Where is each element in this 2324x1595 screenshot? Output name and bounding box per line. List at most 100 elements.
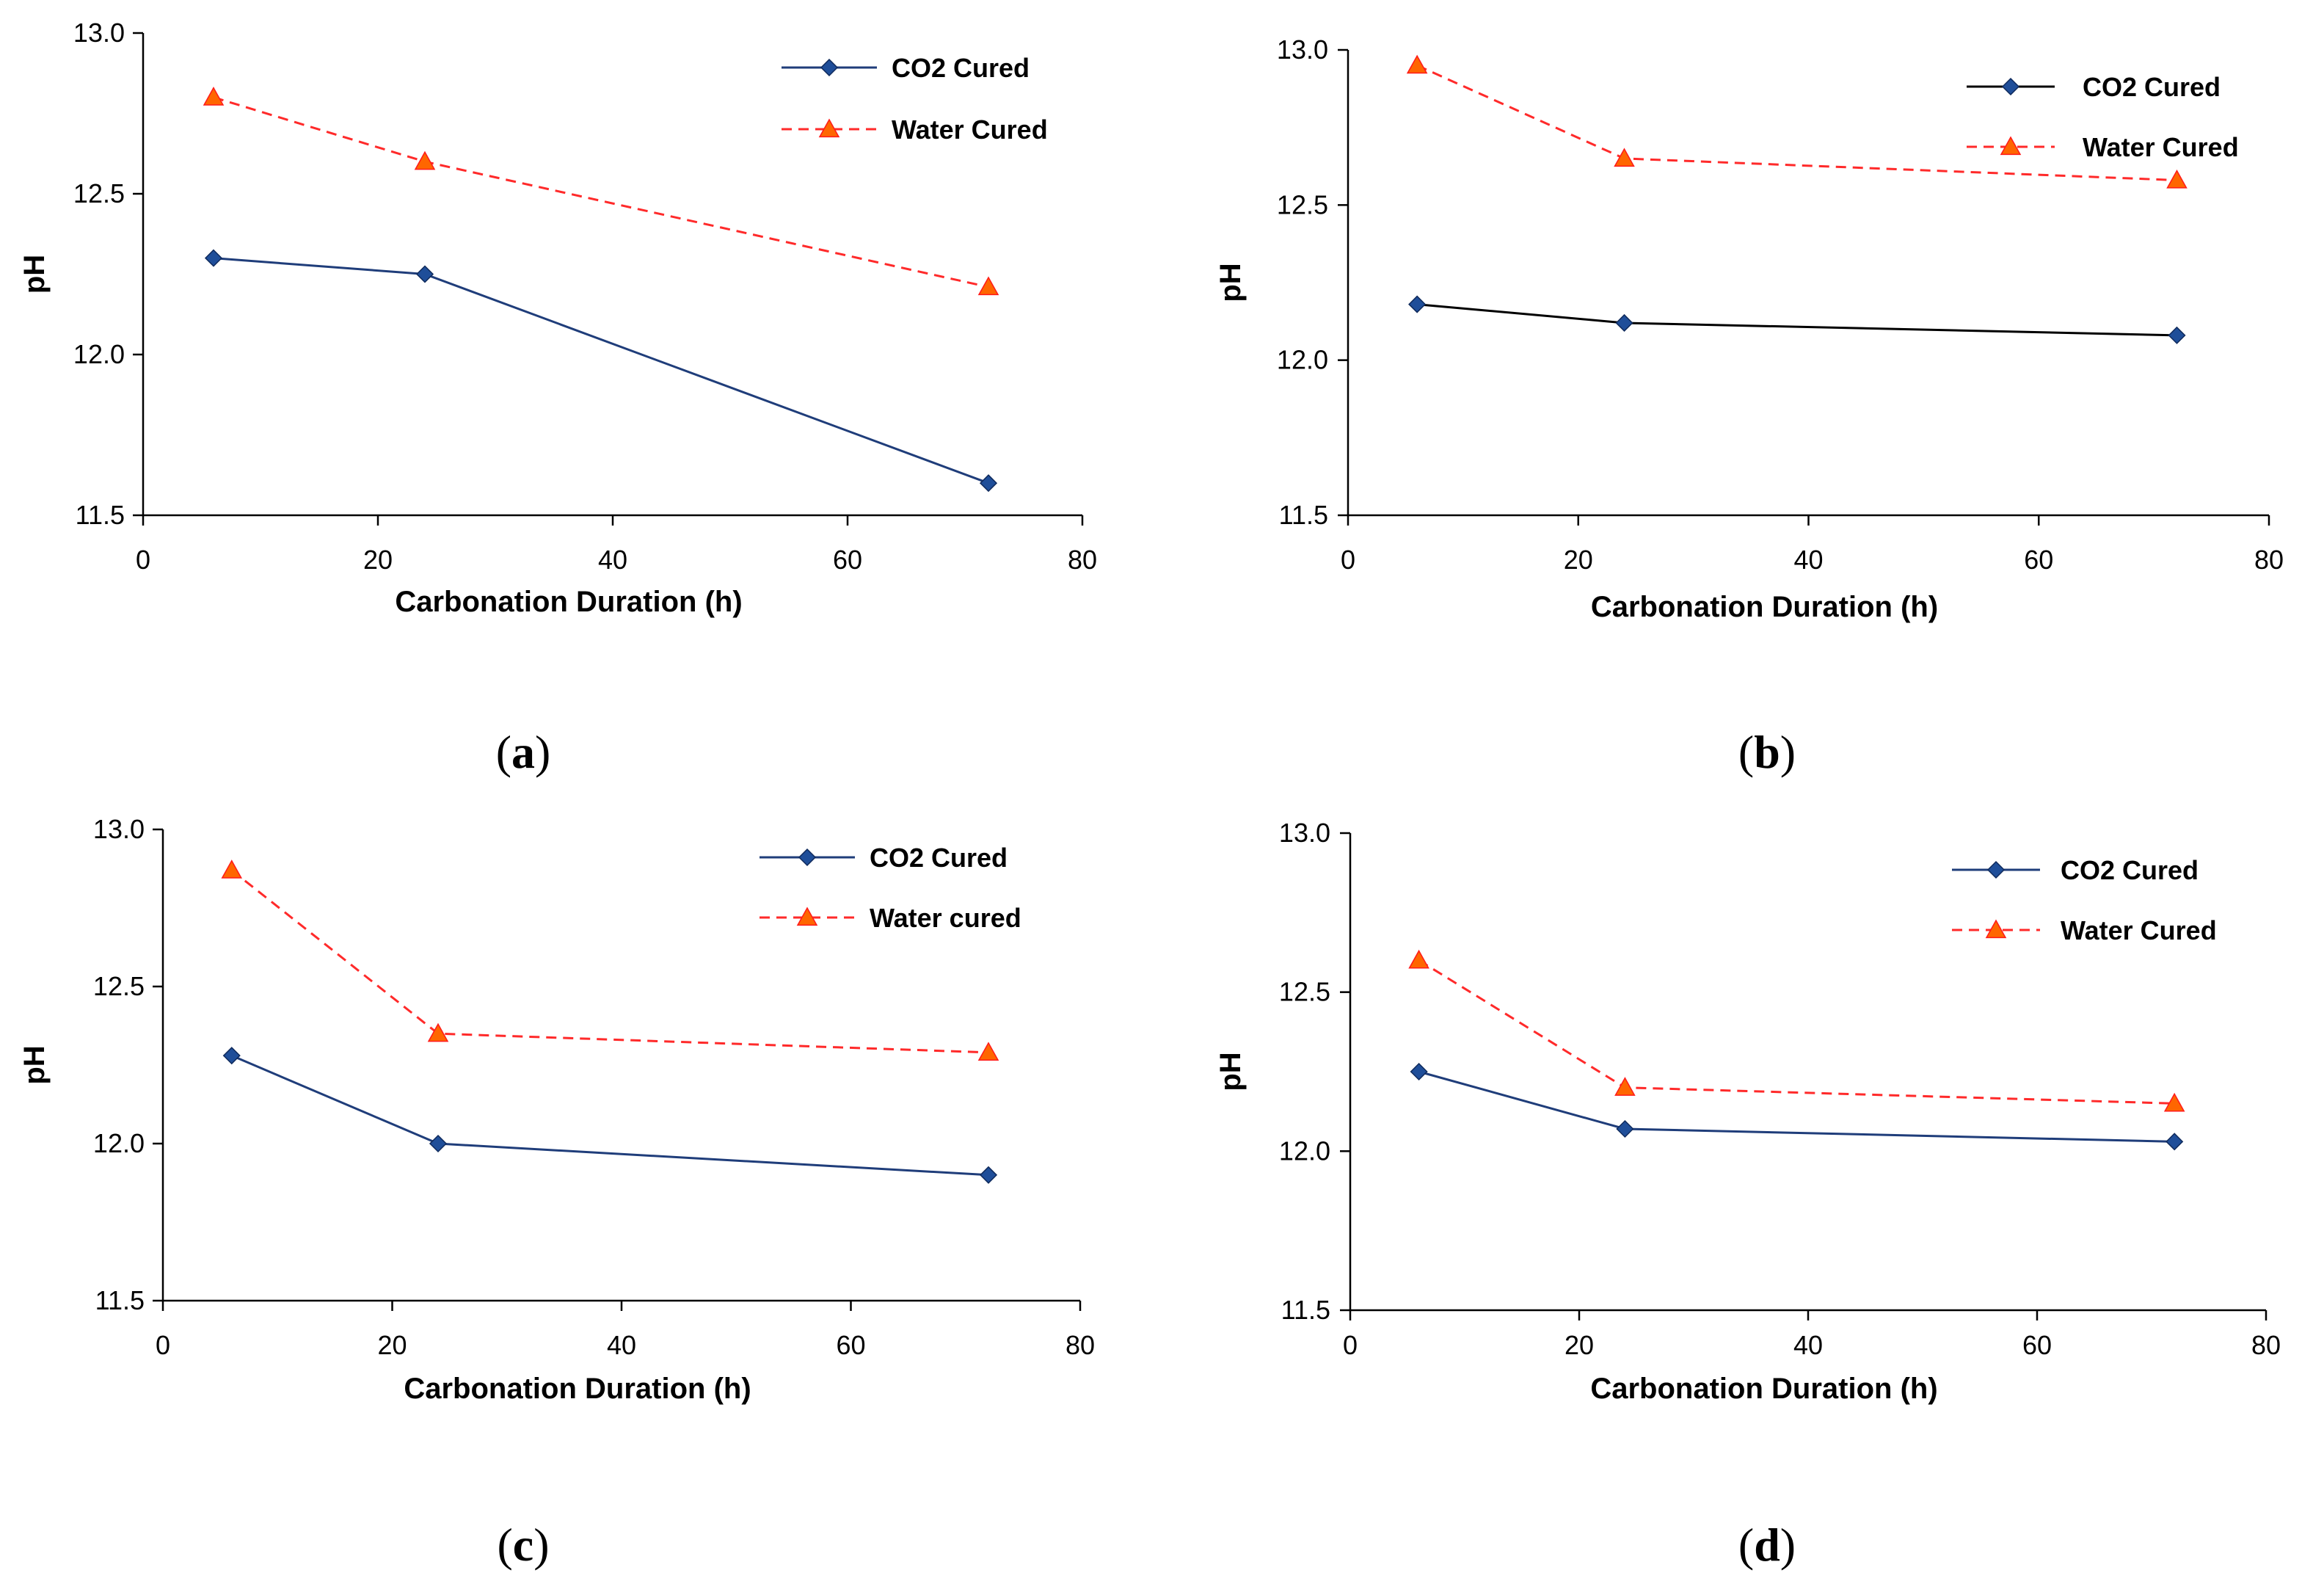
data-point — [2166, 169, 2188, 189]
caption-a-letter: a — [511, 726, 535, 778]
data-point — [222, 1047, 241, 1065]
y-axis-title: pH — [18, 255, 51, 294]
data-point — [2163, 1092, 2185, 1112]
x-tick-label: 0 — [136, 545, 150, 575]
legend-entry: CO2 Cured — [760, 843, 1008, 873]
data-point — [1408, 949, 1429, 969]
legend-marker — [2000, 136, 2022, 156]
data-point — [979, 1166, 998, 1184]
series-line — [1416, 64, 2177, 182]
caption-c-letter: c — [512, 1519, 534, 1571]
legend-entry: Water Cured — [1952, 915, 2217, 945]
data-point — [1615, 313, 1633, 333]
x-axis-title: Carbonation Duration (h) — [1590, 1373, 1937, 1405]
legend-label: Water Cured — [892, 115, 1048, 145]
legend-marker — [2001, 77, 2020, 96]
legend-entry: Water Cured — [782, 115, 1048, 145]
series-co2-cured — [1410, 1062, 2184, 1151]
x-tick-label: 60 — [2022, 1330, 2052, 1360]
legend-entry: CO2 Cured — [782, 53, 1030, 83]
data-point — [1408, 295, 1427, 313]
x-tick-label: 60 — [836, 1330, 865, 1360]
y-tick-label: 11.5 — [1279, 500, 1328, 530]
y-tick-label: 13.0 — [1279, 818, 1330, 848]
legend-label: CO2 Cured — [2061, 855, 2199, 885]
caption-b-prefix: ( — [1738, 726, 1755, 778]
y-tick-label: 12.5 — [93, 971, 145, 1001]
caption-b: (b) — [1694, 725, 1840, 780]
y-tick-label: 12.5 — [73, 178, 125, 208]
y-tick-label: 12.5 — [1277, 189, 1328, 219]
legend-entry: CO2 Cured — [1967, 72, 2221, 102]
y-tick-label: 11.5 — [1281, 1295, 1330, 1325]
data-point — [2165, 1133, 2184, 1151]
legend-entry: CO2 Cured — [1952, 855, 2199, 885]
data-point — [2168, 326, 2186, 344]
x-tick-label: 20 — [377, 1330, 407, 1360]
chart-panel-d: 0 20 40 60 80 11.5 12.0 12.5 13.0 Carbonation Dur… — [1214, 818, 2281, 1405]
caption-d-suffix: ) — [1780, 1519, 1796, 1571]
series-water-cured — [221, 860, 999, 1061]
series-line — [231, 1054, 989, 1177]
x-tick-label: 60 — [833, 545, 862, 575]
data-point — [429, 1134, 448, 1153]
legend-marker — [798, 848, 817, 867]
legend-marker — [1985, 919, 2007, 939]
data-point — [1410, 1062, 1428, 1081]
data-point — [1614, 1077, 1636, 1096]
x-tick-label: 0 — [1343, 1330, 1358, 1360]
data-point — [977, 1042, 999, 1061]
series-co2-cured — [222, 1047, 998, 1184]
y-tick-label: 13.0 — [73, 18, 125, 48]
data-point — [427, 1022, 449, 1042]
x-tick-label: 80 — [2254, 545, 2284, 575]
x-tick-label: 40 — [1793, 1330, 1823, 1360]
x-tick-label: 20 — [1564, 1330, 1594, 1360]
x-axis-title: Carbonation Duration (h) — [1591, 591, 1938, 623]
legend-label: CO2 Cured — [870, 843, 1008, 873]
series-line — [1416, 303, 2177, 337]
legend-label: Water Cured — [2083, 132, 2239, 162]
series-line — [230, 869, 989, 1054]
chart-panel-c: 0 20 40 60 80 11.5 12.0 12.5 13.0 Carbonation Dur… — [18, 814, 1095, 1405]
caption-b-suffix: ) — [1780, 726, 1796, 778]
x-tick-label: 80 — [2251, 1330, 2281, 1360]
legend-marker — [818, 118, 840, 138]
data-point — [1614, 148, 1635, 167]
y-tick-label: 11.5 — [76, 500, 125, 530]
x-tick-label: 60 — [2024, 545, 2053, 575]
data-point — [1406, 54, 1428, 74]
caption-c-prefix: ( — [497, 1519, 513, 1571]
x-tick-label: 80 — [1066, 1330, 1095, 1360]
data-point — [203, 87, 225, 106]
series-co2-cured — [204, 249, 998, 493]
caption-d-letter: d — [1754, 1519, 1780, 1571]
y-tick-label: 13.0 — [93, 814, 145, 844]
y-tick-label: 11.5 — [95, 1285, 145, 1315]
legend-marker — [796, 907, 818, 926]
series-water-cured — [203, 87, 999, 296]
y-tick-label: 12.0 — [93, 1128, 145, 1158]
x-tick-label: 20 — [1564, 545, 1593, 575]
data-point — [204, 249, 223, 267]
data-point — [977, 276, 999, 296]
caption-a-suffix: ) — [535, 726, 551, 778]
y-tick-label: 12.0 — [73, 339, 125, 369]
legend-label: CO2 Cured — [892, 53, 1030, 83]
caption-c: (c) — [450, 1518, 597, 1572]
x-tick-label: 40 — [1793, 545, 1823, 575]
legend-label: CO2 Cured — [2083, 72, 2221, 102]
y-tick-label: 12.5 — [1279, 977, 1330, 1007]
legend-marker — [820, 58, 839, 77]
series-co2-cured — [1408, 295, 2186, 344]
x-axis-title: Carbonation Duration (h) — [395, 586, 742, 618]
series-line — [1418, 959, 2175, 1105]
legend-entry: Water Cured — [1967, 132, 2239, 162]
x-tick-label: 40 — [607, 1330, 636, 1360]
x-tick-label: 80 — [1068, 545, 1097, 575]
data-point — [414, 150, 436, 170]
y-axis-title: pH — [1214, 263, 1247, 302]
caption-a: (a) — [450, 725, 597, 780]
series-water-cured — [1406, 54, 2188, 189]
